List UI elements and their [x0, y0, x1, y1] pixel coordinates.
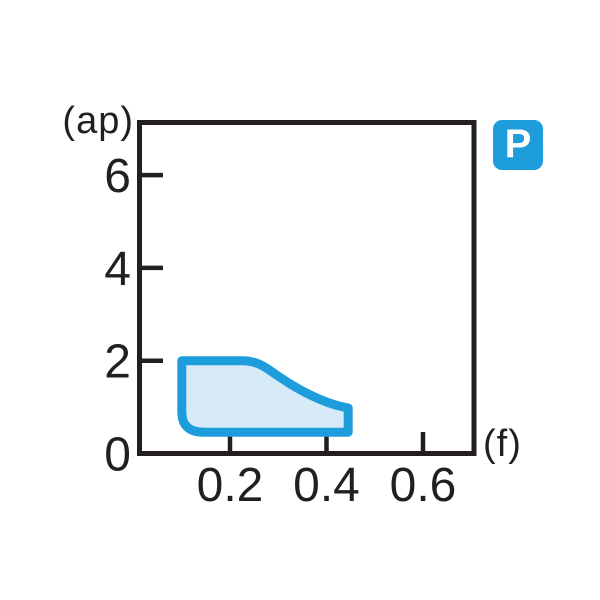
x-tick-label: 0.6	[390, 459, 457, 512]
recommended-range-region	[177, 356, 353, 437]
x-tick-label: 0.2	[197, 459, 264, 512]
x-tick-label: 0.4	[293, 459, 360, 512]
y-tick-label: 0	[104, 429, 131, 482]
x-axis-title: (f)	[483, 423, 522, 465]
y-tick-label: 4	[104, 243, 131, 296]
y-axis-title: (ap)	[62, 100, 134, 142]
p-badge-label: P	[504, 122, 532, 166]
iso-p-material-badge: P	[493, 120, 543, 170]
y-tick-label: 6	[104, 150, 131, 203]
plot-border	[137, 120, 477, 456]
y-tick-label: 2	[104, 336, 131, 389]
